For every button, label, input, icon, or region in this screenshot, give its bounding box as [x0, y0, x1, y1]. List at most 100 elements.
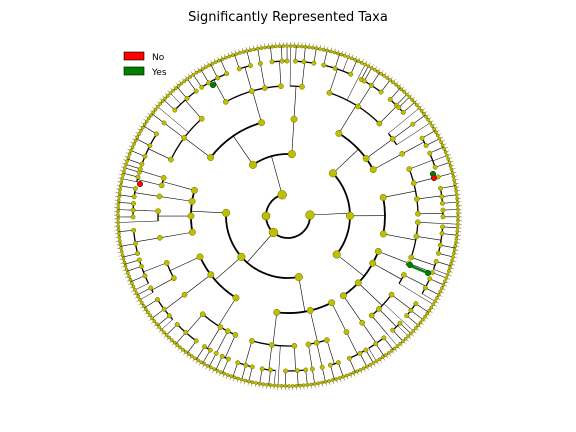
leaf-node	[332, 50, 337, 55]
clade-node	[427, 276, 433, 282]
leaf-node	[287, 384, 291, 388]
leaf-node	[173, 86, 178, 91]
tree-branch	[210, 64, 218, 79]
leaf-node	[327, 379, 331, 383]
clade-node	[138, 263, 144, 269]
leaf-node	[116, 216, 120, 221]
leaf-node	[441, 282, 446, 287]
leaf-node	[263, 45, 267, 50]
leaf-node	[358, 368, 363, 372]
tree-branch	[403, 274, 427, 287]
leaf-node	[121, 257, 126, 261]
clade-node	[348, 71, 354, 77]
tree-branch	[184, 137, 211, 158]
clade-node	[396, 105, 402, 111]
leaf-node	[424, 114, 428, 119]
leaf-node	[167, 335, 171, 340]
tree-branch	[224, 334, 236, 358]
legend-swatch-no	[123, 51, 145, 61]
clade-node	[183, 330, 189, 335]
leaf-node	[181, 347, 185, 352]
clade-node	[232, 332, 239, 338]
leaf-node	[292, 44, 297, 48]
tree-branch	[260, 63, 266, 89]
clade-node	[432, 164, 438, 170]
tree-branch	[432, 272, 447, 279]
tree-branch	[365, 349, 374, 364]
leaf-node	[348, 372, 352, 377]
leaf-node	[219, 370, 223, 375]
clade-node	[160, 175, 167, 181]
clade-node	[373, 341, 379, 347]
tree-branch	[184, 274, 211, 295]
leaf-node	[455, 196, 459, 201]
leaf-node	[128, 277, 133, 282]
leaf-node	[220, 57, 225, 61]
clade-node	[142, 273, 148, 279]
tree-branch	[234, 54, 240, 69]
tree-branch	[308, 344, 313, 370]
leaf-node	[392, 346, 397, 351]
leaf-node	[138, 297, 142, 302]
tree-branch	[157, 106, 189, 133]
leaf-node	[191, 72, 196, 77]
leaf-node	[116, 205, 121, 210]
leaf-node	[116, 228, 121, 232]
clade-node	[294, 273, 303, 282]
tree-branch	[159, 196, 193, 202]
leaf-node	[142, 122, 147, 127]
clade-node	[213, 350, 219, 356]
leaf-node	[266, 45, 271, 49]
tree-branch	[389, 87, 401, 100]
clade-node	[410, 121, 416, 127]
tree-branch	[118, 201, 134, 204]
tree-branch	[187, 340, 197, 354]
leaf-node	[438, 289, 443, 294]
leaf-node	[127, 274, 131, 279]
tree-branch	[375, 343, 385, 357]
tree-branch	[412, 115, 426, 125]
tree-branch	[383, 303, 414, 332]
tree-branch	[215, 356, 223, 371]
leaf-node	[456, 218, 460, 223]
clade-node	[305, 210, 315, 220]
leaf-node	[455, 200, 460, 204]
leaf-node	[314, 46, 319, 51]
tree-branch	[218, 297, 237, 326]
tree-branch	[303, 46, 306, 62]
leaf-node	[411, 328, 416, 333]
leaf-node	[178, 345, 182, 350]
tree-branch	[118, 209, 134, 211]
leaf-node	[371, 361, 376, 365]
leaf-node	[394, 82, 398, 87]
tree-branch	[166, 324, 178, 336]
leaf-node	[450, 171, 455, 175]
tree-branch	[176, 86, 188, 99]
tree-branch	[396, 122, 431, 145]
clade-node	[232, 294, 240, 302]
clade-node	[410, 180, 417, 187]
tree-branch	[402, 141, 425, 155]
leaf-node	[117, 191, 122, 195]
leaf-node	[222, 371, 227, 376]
tree-branch	[361, 322, 377, 344]
leaf-node	[139, 128, 143, 133]
clade-node	[319, 364, 325, 370]
tree-branch	[391, 294, 412, 310]
clade-node	[193, 88, 199, 94]
leaf-node	[151, 110, 156, 115]
clade-node	[290, 115, 298, 123]
tree-branch	[442, 209, 458, 211]
leaf-node	[401, 339, 405, 344]
clade-node	[199, 84, 205, 90]
leaf-node	[305, 383, 310, 387]
leaf-node	[349, 56, 354, 61]
clade-node	[381, 335, 387, 341]
leaf-node	[368, 363, 372, 367]
clade-node	[259, 366, 265, 372]
clade-node	[387, 97, 393, 102]
tree-branch	[442, 223, 458, 225]
leaf-node	[301, 383, 306, 388]
tree-branch	[338, 362, 344, 377]
tree-branch	[246, 50, 251, 66]
